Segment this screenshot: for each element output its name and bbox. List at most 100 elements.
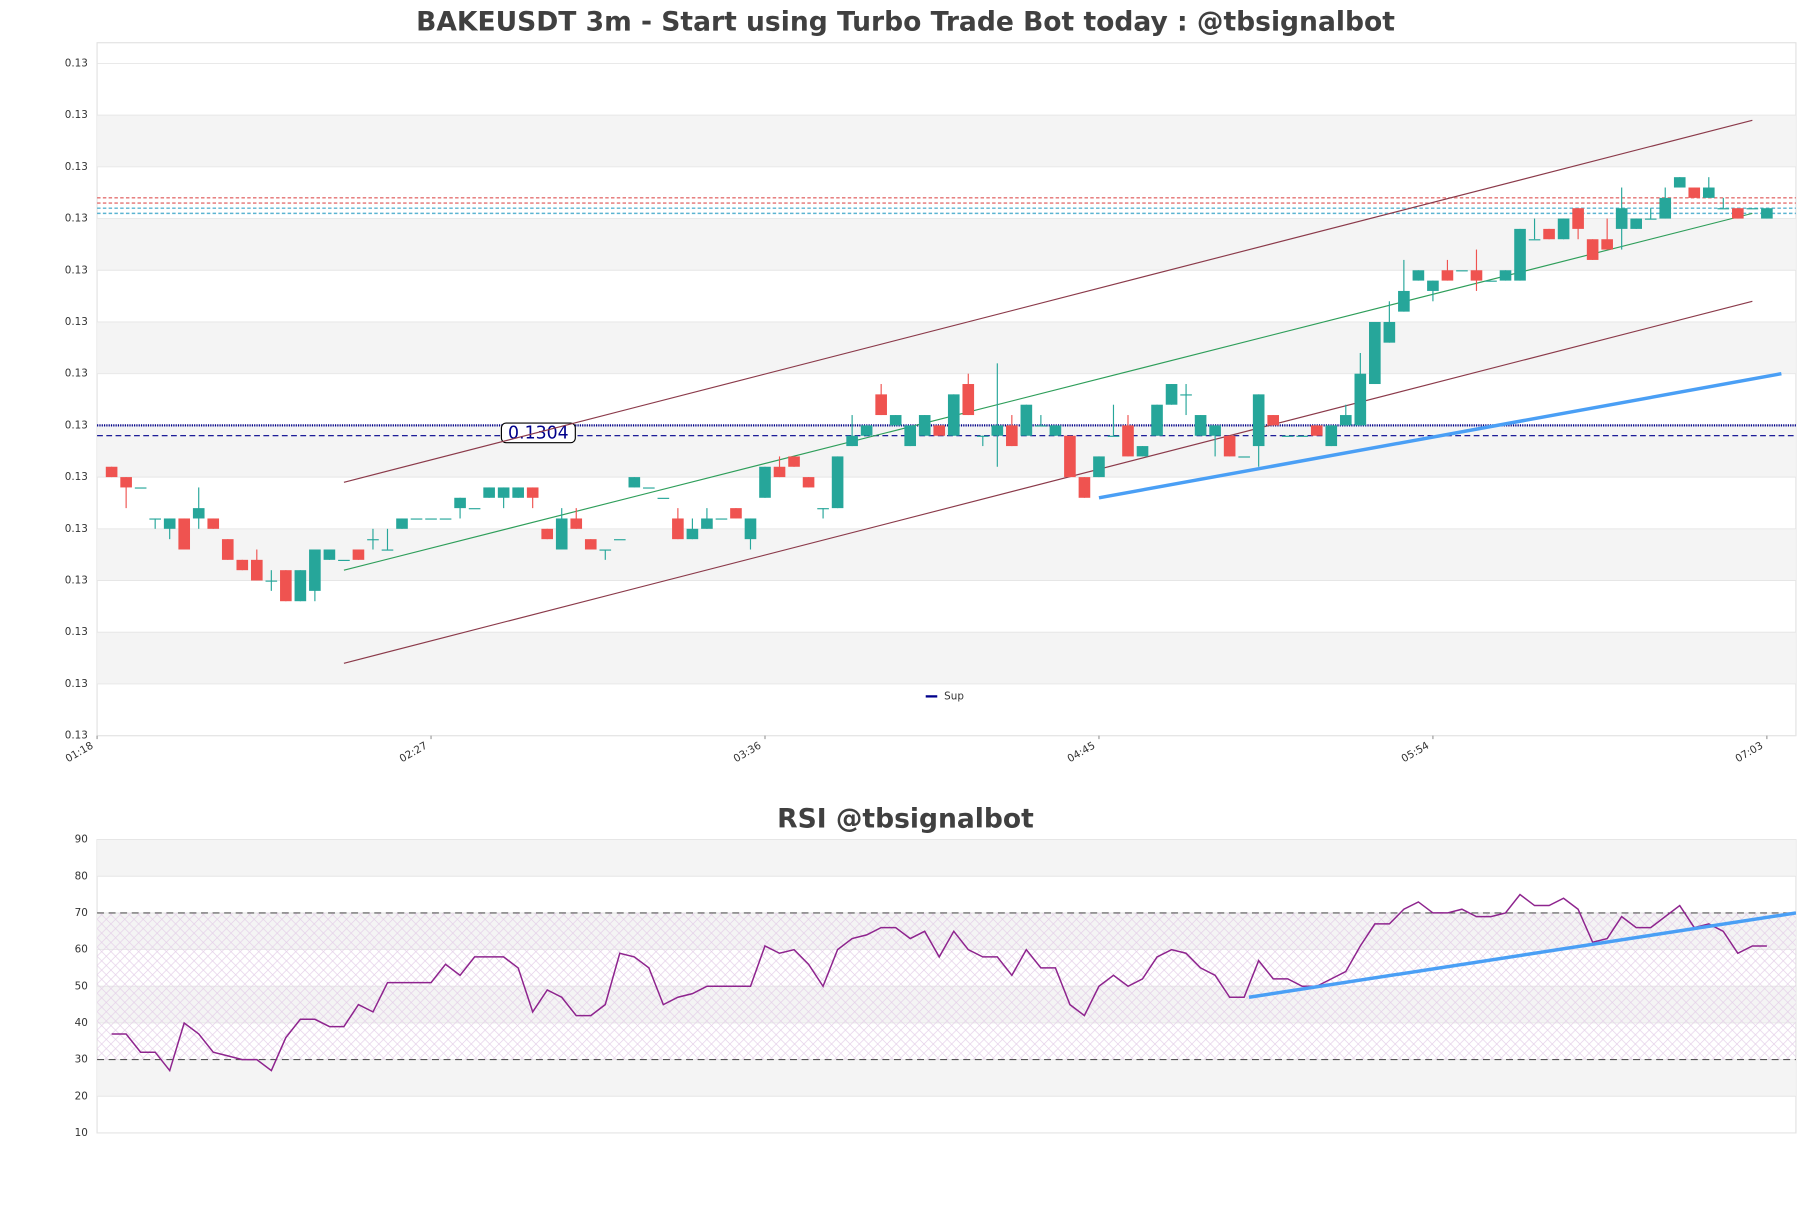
candle-body	[1746, 208, 1759, 210]
candle-body	[889, 415, 902, 426]
x-tick-label: 04:45	[1065, 740, 1097, 765]
candle-body	[831, 456, 844, 509]
candle-body	[1615, 208, 1628, 229]
grid-band	[97, 1059, 1796, 1097]
x-tick-label: 01:18	[64, 740, 96, 765]
candle-body	[701, 518, 713, 529]
candle-body	[207, 518, 220, 529]
candle-body	[657, 497, 670, 499]
candle-body	[1659, 197, 1672, 219]
candle-body	[1630, 218, 1642, 229]
candle-body	[962, 384, 975, 416]
candle-body	[991, 425, 1004, 436]
candle-body	[947, 394, 960, 436]
candle-body	[1107, 435, 1120, 437]
grid-band	[97, 839, 1796, 877]
candle-body	[1543, 228, 1555, 240]
y-tick-label: 20	[75, 1090, 88, 1102]
candle-body	[1398, 290, 1410, 312]
candle-body	[1528, 239, 1541, 241]
candle-body	[1514, 228, 1526, 281]
y-tick-label: 30	[75, 1054, 88, 1066]
x-tick-label: 05:54	[1399, 740, 1431, 766]
trend-line	[1248, 911, 1797, 999]
candle-body	[1717, 208, 1730, 210]
candle-body	[1281, 435, 1294, 437]
candle-body	[381, 549, 394, 551]
y-tick-label: 0.13	[65, 368, 88, 380]
candle-body	[221, 539, 234, 560]
candle-body	[396, 518, 408, 529]
candle-body	[105, 466, 118, 478]
y-tick-label: 0.13	[65, 109, 88, 121]
candle-body	[425, 518, 437, 520]
candle-body	[1369, 321, 1381, 385]
candle-body	[613, 539, 626, 541]
candle-body	[454, 497, 466, 509]
candle-body	[1572, 208, 1584, 229]
candle-body	[686, 528, 699, 540]
candle-body	[1006, 425, 1018, 447]
candle-body	[643, 487, 655, 489]
candle-body	[933, 425, 946, 436]
candle-body	[294, 570, 307, 602]
y-tick-label: 0.13	[65, 626, 88, 638]
candle-body	[1441, 270, 1454, 281]
candle-body	[570, 518, 583, 529]
y-tick-label: 50	[75, 980, 88, 992]
grid-band	[97, 218, 1796, 271]
y-tick-label: 0.13	[65, 419, 88, 431]
candle-body	[1761, 208, 1773, 219]
candle-body	[1499, 270, 1512, 281]
y-tick-label: 0.13	[65, 57, 88, 69]
candle-body	[1412, 270, 1425, 281]
candle-body	[802, 477, 815, 488]
candle-body	[1267, 415, 1280, 426]
candle-body	[1485, 280, 1497, 282]
y-tick-label: 0.13	[65, 575, 88, 587]
candle-body	[628, 477, 641, 488]
y-tick-label: 60	[75, 944, 88, 956]
candle-body	[1136, 446, 1149, 457]
candle-body	[1310, 425, 1323, 436]
candle-body	[439, 518, 452, 520]
y-tick-label: 70	[75, 907, 88, 919]
candle-body	[1586, 239, 1599, 260]
candle-body	[976, 435, 989, 437]
candle-body	[730, 508, 742, 519]
candle-body	[1470, 270, 1483, 281]
candle-body	[744, 518, 757, 540]
candle-body	[1078, 477, 1091, 498]
candle-body	[875, 394, 887, 416]
candle-body	[1064, 435, 1076, 478]
candle-body	[1688, 187, 1701, 198]
channel-line	[343, 300, 1753, 664]
candle-body	[149, 518, 161, 520]
candle-body	[1673, 177, 1686, 188]
candle-body	[1557, 218, 1570, 240]
candle-body	[1456, 270, 1468, 272]
y-tick-label: 0.13	[65, 264, 88, 276]
candle-body	[1049, 425, 1062, 436]
y-tick-label: 0.13	[65, 523, 88, 535]
trend-line	[1098, 371, 1782, 500]
candle-body	[555, 518, 568, 550]
candle-body	[1252, 394, 1265, 447]
y-tick-label: 10	[75, 1127, 88, 1139]
candle-body	[1223, 435, 1236, 457]
candle-body	[1339, 415, 1352, 426]
y-tick-label: 0.13	[65, 213, 88, 225]
candle-body	[1165, 384, 1178, 405]
candle-body	[1601, 239, 1613, 250]
candle-body	[280, 570, 292, 602]
candle-body	[1702, 187, 1715, 198]
candle-body	[410, 518, 423, 520]
candle-body	[120, 477, 132, 488]
y-tick-label: 0.13	[65, 161, 88, 173]
candle-body	[759, 466, 771, 498]
candle-body	[352, 549, 365, 560]
candle-body	[134, 487, 147, 489]
candle-body	[163, 518, 176, 529]
x-tick-label: 03:36	[731, 740, 763, 765]
